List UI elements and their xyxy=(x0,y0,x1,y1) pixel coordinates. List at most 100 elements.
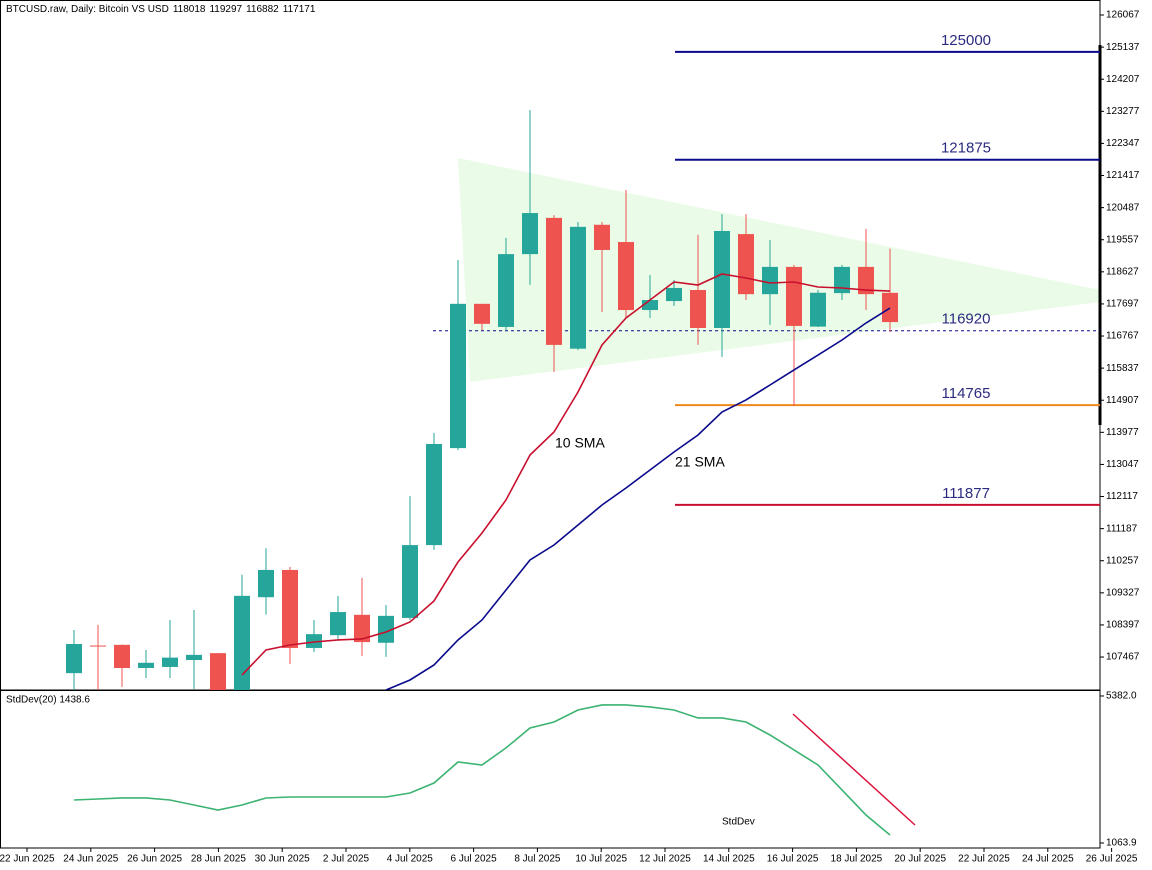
indicator-label: StdDev(20) 1438.6 xyxy=(6,695,90,706)
y-tick-label: 118627 xyxy=(1106,266,1139,277)
series-label: 10 SMA xyxy=(555,435,605,451)
x-tick-label: 16 Jul 2025 xyxy=(767,854,819,865)
candle-body xyxy=(90,645,106,647)
candle-body xyxy=(858,266,874,295)
candle-body xyxy=(234,595,250,690)
price-level-label: 116920 xyxy=(942,311,991,328)
candle-body xyxy=(450,303,466,449)
candle-body xyxy=(354,614,370,643)
candle-body xyxy=(378,615,394,643)
candle-body xyxy=(186,654,202,661)
indicator-frame xyxy=(0,690,1101,849)
y-tick-label: 117697 xyxy=(1106,299,1139,310)
candle-body xyxy=(618,242,634,311)
y-tick-label: 125137 xyxy=(1106,42,1140,53)
candle-body xyxy=(282,569,298,648)
y-tick-label: 126067 xyxy=(1106,10,1140,21)
indicator-name: StdDev xyxy=(722,817,755,828)
x-tick-label: 24 Jun 2025 xyxy=(63,854,118,865)
y-tick-label: 116767 xyxy=(1106,331,1139,342)
candle-body xyxy=(642,300,658,311)
overlay: 126067 125137 124207 123277 122347 121417 1204… xyxy=(0,10,1140,865)
y-tick-label: 124207 xyxy=(1106,74,1140,85)
candle-body xyxy=(882,292,898,323)
candle-body xyxy=(546,217,562,345)
trend-line xyxy=(792,713,916,826)
candle-body xyxy=(330,612,346,636)
y-tick-label: 107467 xyxy=(1106,652,1140,663)
x-tick-label: 10 Jul 2025 xyxy=(575,854,627,865)
x-tick-label: 18 Jul 2025 xyxy=(831,854,883,865)
x-tick-label: 26 Jun 2025 xyxy=(127,854,182,865)
x-tick-label: 30 Jun 2025 xyxy=(255,854,310,865)
indicator-tick-label: 5382.0 xyxy=(1106,691,1137,702)
candle-body xyxy=(66,643,82,674)
candle-body xyxy=(762,266,778,295)
candle-body xyxy=(738,234,754,295)
candle-body xyxy=(570,226,586,349)
candle-body xyxy=(402,545,418,618)
candle-body xyxy=(714,230,730,328)
x-tick-label: 24 Jul 2025 xyxy=(1022,854,1074,865)
x-tick-label: 22 Jun 2025 xyxy=(0,854,55,865)
candle-body xyxy=(258,569,274,598)
header-title: BTCUSD.raw, Daily: Bitcoin VS USD xyxy=(6,4,169,15)
x-tick-label: 12 Jul 2025 xyxy=(639,854,691,865)
candle-body xyxy=(306,634,322,648)
price-level-label: 121875 xyxy=(941,140,991,157)
header-high: 119297 xyxy=(209,4,242,15)
sma-line xyxy=(241,273,891,676)
candle-body xyxy=(522,213,538,255)
header: BTCUSD.raw, Daily: Bitcoin VS USD 118018 1… xyxy=(6,4,316,15)
y-tick-label: 111187 xyxy=(1106,523,1138,534)
y-tick-label: 121417 xyxy=(1106,170,1140,181)
y-tick-label: 123277 xyxy=(1106,106,1140,117)
stddev-line xyxy=(73,704,891,836)
candle-body xyxy=(834,266,850,294)
candle-body xyxy=(786,266,802,326)
x-tick-label: 14 Jul 2025 xyxy=(703,854,755,865)
x-tick-label: 22 Jul 2025 xyxy=(958,854,1010,865)
x-tick-label: 26 Jul 2025 xyxy=(1086,854,1138,865)
candle-body xyxy=(114,644,130,668)
candle-body xyxy=(138,662,154,668)
price-level-label: 111877 xyxy=(942,485,990,502)
candle-body xyxy=(210,653,226,690)
y-tick-label: 109327 xyxy=(1106,587,1140,598)
price-level-label: 125000 xyxy=(941,32,991,49)
y-tick-label: 113977 xyxy=(1106,427,1139,438)
y-tick-label: 120487 xyxy=(1106,202,1140,213)
y-tick-label: 119557 xyxy=(1106,234,1139,245)
main-plot xyxy=(66,50,1100,690)
y-tick-label: 110257 xyxy=(1106,555,1139,566)
candle-body xyxy=(426,443,442,546)
x-tick-label: 28 Jun 2025 xyxy=(191,854,246,865)
candle-body xyxy=(810,292,826,327)
x-tick-label: 8 Jul 2025 xyxy=(514,854,561,865)
candle-body xyxy=(162,657,178,667)
x-tick-label: 6 Jul 2025 xyxy=(451,854,498,865)
y-tick-label: 108397 xyxy=(1106,620,1140,631)
y-tick-label: 113047 xyxy=(1106,459,1139,470)
candle-body xyxy=(498,254,514,327)
indicator-plot xyxy=(73,704,891,836)
x-tick-label: 20 Jul 2025 xyxy=(894,854,946,865)
series-label: 21 SMA xyxy=(675,454,725,470)
indicator-tick-label: 1063.9 xyxy=(1106,838,1137,849)
x-tick-label: 4 Jul 2025 xyxy=(387,854,434,865)
header-close: 117171 xyxy=(283,4,316,15)
y-tick-label: 112117 xyxy=(1106,491,1138,502)
candle-body xyxy=(690,290,706,328)
sma-line xyxy=(385,307,891,690)
price-level-label: 114765 xyxy=(942,385,991,402)
y-tick-label: 122347 xyxy=(1106,138,1140,149)
header-low: 116882 xyxy=(246,4,279,15)
candle-body xyxy=(666,287,682,302)
y-tick-label: 114907 xyxy=(1106,395,1139,406)
y-tick-label: 115837 xyxy=(1106,363,1139,374)
x-tick-label: 2 Jul 2025 xyxy=(323,854,370,865)
candle-body xyxy=(594,224,610,250)
candle-body xyxy=(474,303,490,324)
